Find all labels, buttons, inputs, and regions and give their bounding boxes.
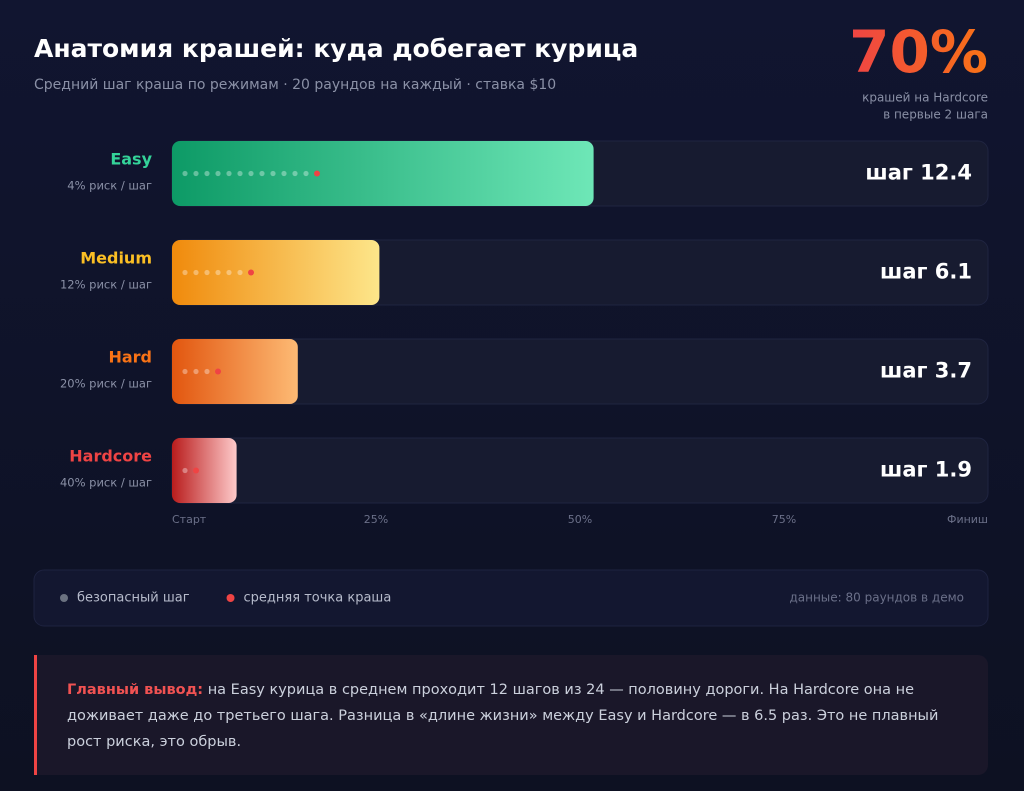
risk-label: 12% риск / шаг: [60, 278, 152, 292]
safe-step-dot: [215, 170, 221, 177]
chart-title: Анатомия крашей: куда добегает курица: [34, 34, 638, 63]
safe-step-dot: [237, 170, 243, 177]
conclusion: Главный вывод: на Easy курица в среднем …: [34, 655, 988, 775]
value-label: шаг 12.4: [865, 161, 972, 185]
category-label: Hard: [108, 348, 152, 367]
highlight-caption: крашей на Hardcore: [862, 91, 988, 105]
safe-step-dot: [259, 170, 265, 177]
crash-point-dot: [314, 170, 320, 177]
safe-step-dot: [237, 269, 243, 276]
risk-label: 40% риск / шаг: [60, 476, 152, 490]
legend-note: данные: 80 раундов в демо: [789, 591, 964, 605]
value-label: шаг 1.9: [880, 458, 972, 482]
crash-point-dot: [248, 269, 254, 276]
safe-step-dot: [215, 269, 221, 276]
bar-track: [171, 437, 989, 504]
conclusion-lead: Главный вывод:: [67, 682, 204, 698]
conclusion-text: на Easy курица в среднем проходит 12 шаг…: [67, 682, 939, 750]
legend-label: средняя точка краша: [244, 591, 392, 606]
x-tick-label: 50%: [568, 513, 592, 526]
safe-step-dot: [226, 170, 232, 177]
safe-step-dot: [182, 467, 188, 474]
value-label: шаг 3.7: [880, 359, 972, 383]
x-tick-label: 25%: [364, 513, 388, 526]
safe-step-dot: [193, 269, 199, 276]
x-tick-label: Старт: [172, 513, 207, 526]
bar: [172, 339, 298, 404]
safe-step-dot: [204, 170, 210, 177]
risk-label: 20% риск / шаг: [60, 377, 152, 391]
safe-step-dot: [248, 170, 254, 177]
highlight-value: 70%: [849, 18, 988, 86]
crash-point-dot: [215, 368, 221, 375]
x-tick-label: 75%: [772, 513, 796, 526]
category-label: Hardcore: [69, 447, 152, 466]
risk-label: 4% риск / шаг: [67, 179, 152, 193]
chart-subtitle: Средний шаг краша по режимам · 20 раундо…: [34, 77, 556, 93]
highlight-caption: в первые 2 шага: [883, 108, 988, 122]
x-tick-label: Финиш: [947, 513, 988, 526]
safe-step-dot: [193, 368, 199, 375]
category-label: Medium: [80, 249, 152, 268]
value-label: шаг 6.1: [880, 260, 972, 284]
safe-step-dot: [182, 368, 188, 375]
bar: [172, 141, 594, 206]
bar: [172, 240, 380, 305]
legend-dot: [60, 594, 68, 602]
bar: [172, 438, 237, 503]
safe-step-dot: [182, 170, 188, 177]
safe-step-dot: [204, 269, 210, 276]
safe-step-dot: [281, 170, 287, 177]
crash-point-dot: [193, 467, 199, 474]
safe-step-dot: [182, 269, 188, 276]
safe-step-dot: [226, 269, 232, 276]
safe-step-dot: [204, 368, 210, 375]
legend-label: безопасный шаг: [77, 591, 190, 606]
legend-dot: [226, 594, 235, 602]
legend-box: [33, 569, 989, 627]
category-label: Easy: [110, 150, 152, 169]
safe-step-dot: [303, 170, 309, 177]
safe-step-dot: [193, 170, 199, 177]
safe-step-dot: [292, 170, 298, 177]
safe-step-dot: [270, 170, 276, 177]
